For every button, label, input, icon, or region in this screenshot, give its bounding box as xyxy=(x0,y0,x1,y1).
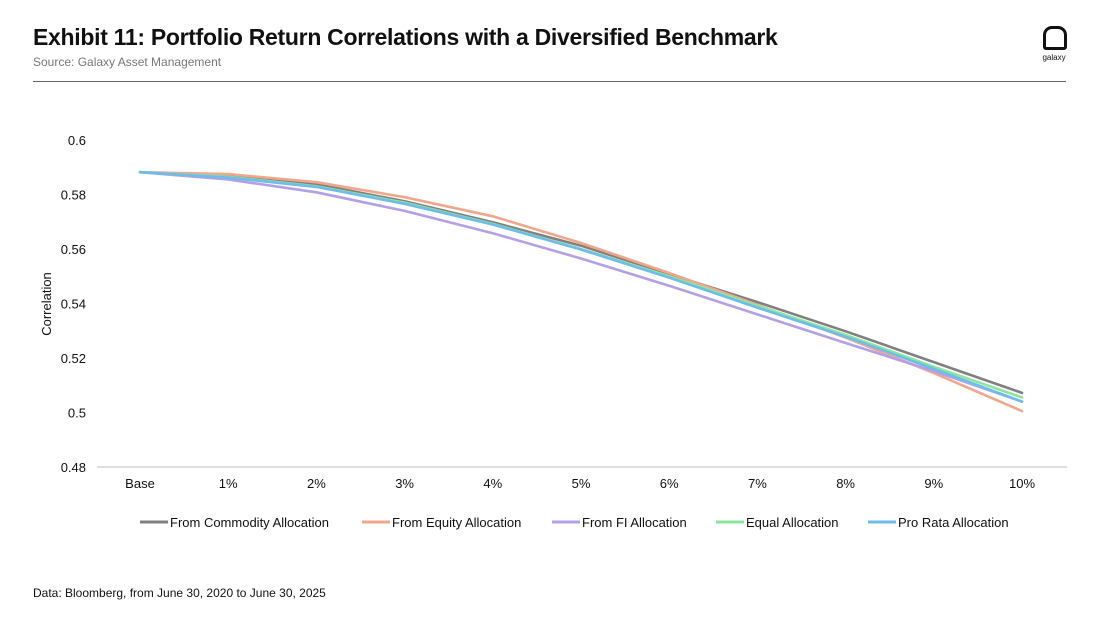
x-tick-label: 5% xyxy=(572,476,591,491)
series-line-pro-rata-allocation xyxy=(138,170,1024,403)
y-tick-label: 0.54 xyxy=(61,297,86,312)
x-tick-label: 3% xyxy=(395,476,414,491)
logo-wordmark: galaxy xyxy=(1042,53,1066,62)
legend-label-equal-allocation: Equal Allocation xyxy=(746,515,839,530)
source-subtitle: Source: Galaxy Asset Management xyxy=(33,55,222,69)
x-tick-label: 10% xyxy=(1009,476,1035,491)
y-tick-label: 0.52 xyxy=(61,351,86,366)
header-divider xyxy=(33,81,1066,82)
galaxy-logo-icon xyxy=(1043,26,1067,50)
legend-label-from-commodity-allocation: From Commodity Allocation xyxy=(170,515,329,530)
x-tick-label: 7% xyxy=(748,476,767,491)
x-tick-label: 1% xyxy=(219,476,238,491)
x-tick-label: 4% xyxy=(483,476,502,491)
x-tick-label: Base xyxy=(125,476,155,491)
series-line-equal-allocation xyxy=(138,170,1024,399)
series-line-from-equity-allocation xyxy=(138,170,1024,413)
legend: From Commodity Allocation From Equity All… xyxy=(140,515,1009,530)
x-tick-label: 2% xyxy=(307,476,326,491)
x-axis: Base 1% 2% 3% 4% 5% 6% 7% 8% 9% 10% xyxy=(97,466,1067,491)
series-line-from-commodity-allocation xyxy=(138,170,1024,395)
series-lines xyxy=(138,170,1024,413)
x-tick-label: 6% xyxy=(660,476,679,491)
y-tick-label: 0.48 xyxy=(61,460,86,475)
y-axis-title: Correlation xyxy=(39,272,54,336)
legend-label-from-equity-allocation: From Equity Allocation xyxy=(392,515,521,530)
page-title: Exhibit 11: Portfolio Return Correlation… xyxy=(33,24,778,50)
y-tick-label: 0.56 xyxy=(61,242,86,257)
series-line-from-fi-allocation xyxy=(138,170,1024,403)
data-source-note: Data: Bloomberg, from June 30, 2020 to J… xyxy=(33,586,326,600)
legend-label-pro-rata-allocation: Pro Rata Allocation xyxy=(898,515,1009,530)
y-tick-label: 0.6 xyxy=(68,133,86,148)
galaxy-logo: galaxy xyxy=(1038,26,1070,66)
legend-label-from-fi-allocation: From FI Allocation xyxy=(582,515,687,530)
y-tick-label: 0.58 xyxy=(61,188,86,203)
x-tick-label: 8% xyxy=(836,476,855,491)
y-tick-label: 0.5 xyxy=(68,406,86,421)
y-axis: 0.48 0.5 0.52 0.54 0.56 0.58 0.6 xyxy=(61,133,86,475)
x-tick-label: 9% xyxy=(924,476,943,491)
